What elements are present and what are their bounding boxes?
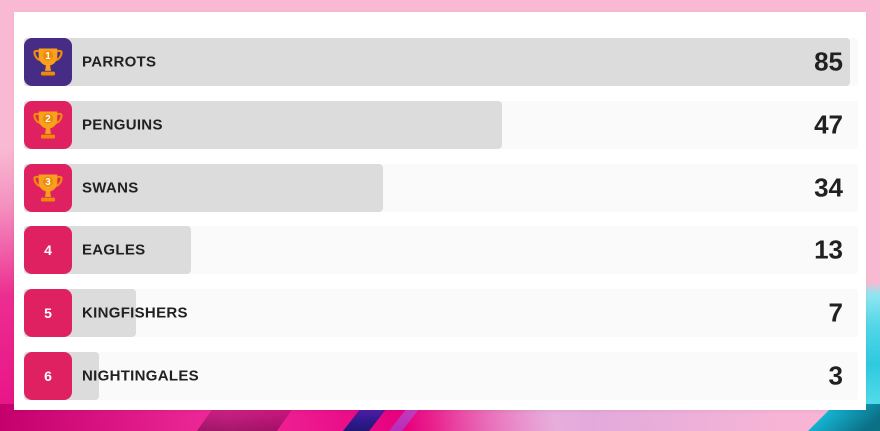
rank-badge: 6 <box>24 351 72 400</box>
score-value: 13 <box>814 234 843 265</box>
background-cyan-right-shape <box>866 282 880 408</box>
score-value: 85 <box>814 46 843 77</box>
score-value: 3 <box>828 360 843 391</box>
score-bar <box>24 163 384 212</box>
score-value: 7 <box>828 297 843 328</box>
score-bar <box>24 100 503 149</box>
team-name: EAGLES <box>82 241 146 259</box>
leaderboard-row: 3 SWANS 34 <box>24 163 858 212</box>
leaderboard-row: 1 PARROTS 85 <box>24 38 858 86</box>
rank-number: 6 <box>44 367 52 384</box>
trophy-rank-number: 3 <box>45 177 51 188</box>
rank-badge: 3 <box>24 163 72 212</box>
leaderboard-rows: 1 PARROTS 85 2 PENGUINS 47 <box>24 38 858 400</box>
leaderboard-card: 1 PARROTS 85 2 PENGUINS 47 <box>14 12 866 410</box>
rank-badge: 1 <box>24 38 72 86</box>
trophy-icon: 3 <box>33 174 63 202</box>
score-value: 34 <box>814 172 843 203</box>
trophy-rank-number: 2 <box>45 114 51 125</box>
team-name: PARROTS <box>82 53 157 71</box>
team-name: KINGFISHERS <box>82 304 188 322</box>
team-name: NIGHTINGALES <box>82 367 199 385</box>
rank-badge: 4 <box>24 226 72 275</box>
rank-number: 5 <box>44 305 52 322</box>
leaderboard-row: 5 KINGFISHERS 7 <box>24 289 858 338</box>
rank-badge: 2 <box>24 100 72 149</box>
score-bar <box>24 38 850 86</box>
rank-badge: 5 <box>24 289 72 338</box>
background-magenta-left-shape <box>0 150 15 431</box>
trophy-rank-number: 1 <box>45 51 51 62</box>
leaderboard-row: 2 PENGUINS 47 <box>24 100 858 149</box>
leaderboard-row: 4 EAGLES 13 <box>24 226 858 275</box>
team-name: SWANS <box>82 179 139 197</box>
trophy-icon: 2 <box>33 111 63 139</box>
score-value: 47 <box>814 109 843 140</box>
leaderboard-row: 6 NIGHTINGALES 3 <box>24 351 858 400</box>
rank-number: 4 <box>44 242 52 259</box>
trophy-icon: 1 <box>33 48 63 76</box>
team-name: PENGUINS <box>82 116 163 134</box>
